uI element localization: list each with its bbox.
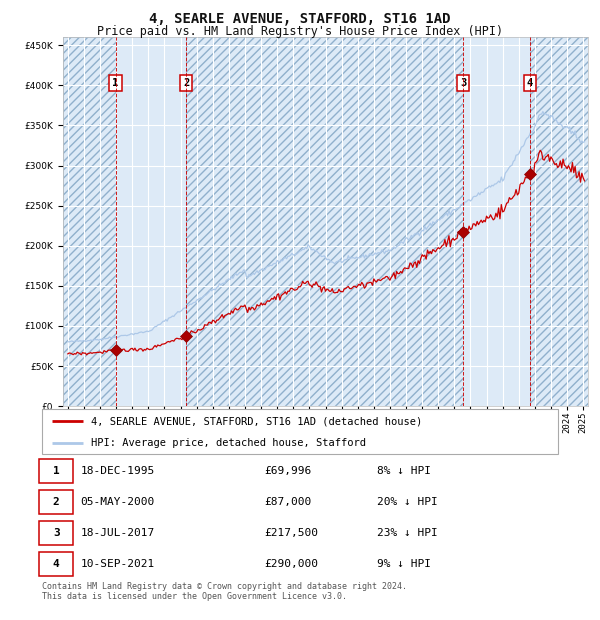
Text: 20% ↓ HPI: 20% ↓ HPI — [377, 497, 438, 507]
Text: £217,500: £217,500 — [264, 528, 318, 538]
FancyBboxPatch shape — [40, 552, 73, 576]
Text: £69,996: £69,996 — [264, 466, 311, 476]
Bar — [463, 37, 530, 406]
Text: 18-JUL-2017: 18-JUL-2017 — [80, 528, 155, 538]
Bar — [116, 37, 186, 406]
Text: HPI: Average price, detached house, Stafford: HPI: Average price, detached house, Staf… — [91, 438, 366, 448]
Text: 18-DEC-1995: 18-DEC-1995 — [80, 466, 155, 476]
FancyBboxPatch shape — [40, 490, 73, 514]
Text: 1: 1 — [112, 78, 119, 88]
Text: 1: 1 — [53, 466, 59, 476]
Text: 4: 4 — [53, 559, 59, 569]
Text: 4, SEARLE AVENUE, STAFFORD, ST16 1AD: 4, SEARLE AVENUE, STAFFORD, ST16 1AD — [149, 12, 451, 27]
Text: 2: 2 — [53, 497, 59, 507]
Text: 05-MAY-2000: 05-MAY-2000 — [80, 497, 155, 507]
Text: 3: 3 — [460, 78, 466, 88]
Text: Contains HM Land Registry data © Crown copyright and database right 2024.
This d: Contains HM Land Registry data © Crown c… — [42, 582, 407, 601]
Text: 10-SEP-2021: 10-SEP-2021 — [80, 559, 155, 569]
Text: £87,000: £87,000 — [264, 497, 311, 507]
Bar — [530, 37, 588, 406]
Text: 3: 3 — [53, 528, 59, 538]
Text: £290,000: £290,000 — [264, 559, 318, 569]
Text: Price paid vs. HM Land Registry's House Price Index (HPI): Price paid vs. HM Land Registry's House … — [97, 25, 503, 38]
Text: 9% ↓ HPI: 9% ↓ HPI — [377, 559, 431, 569]
Text: 23% ↓ HPI: 23% ↓ HPI — [377, 528, 438, 538]
Text: 4: 4 — [527, 78, 533, 88]
FancyBboxPatch shape — [40, 459, 73, 483]
Bar — [186, 37, 463, 406]
FancyBboxPatch shape — [42, 409, 558, 454]
Text: 4, SEARLE AVENUE, STAFFORD, ST16 1AD (detached house): 4, SEARLE AVENUE, STAFFORD, ST16 1AD (de… — [91, 416, 422, 427]
Bar — [63, 37, 116, 406]
FancyBboxPatch shape — [40, 521, 73, 545]
Text: 2: 2 — [183, 78, 189, 88]
Text: 8% ↓ HPI: 8% ↓ HPI — [377, 466, 431, 476]
